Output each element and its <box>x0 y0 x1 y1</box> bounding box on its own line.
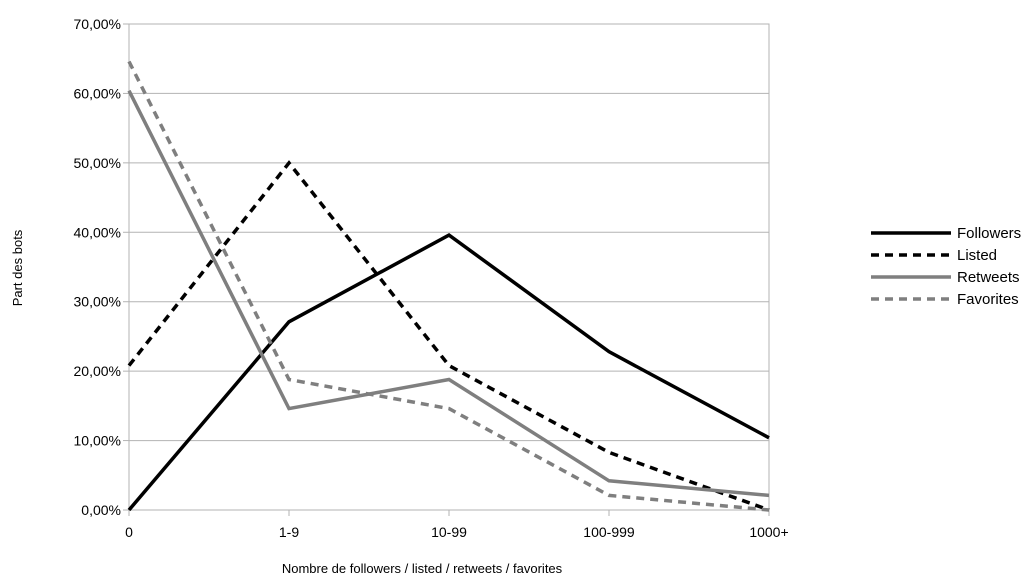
legend-label-retweets: Retweets <box>957 269 1020 286</box>
series-line-favorites <box>127 60 770 512</box>
series-line-retweets <box>127 89 770 498</box>
x-axis-ticks: 0 1-9 10-99 100-999 1000+ <box>125 510 789 540</box>
y-tick-label: 20,00% <box>74 363 121 379</box>
legend-label-listed: Listed <box>957 247 997 264</box>
y-tick-label: 60,00% <box>74 85 121 101</box>
y-tick-label: 50,00% <box>74 155 121 171</box>
x-axis-title: Nombre de followers / listed / retweets … <box>282 561 563 576</box>
series-line-listed <box>127 160 770 512</box>
y-tick-label: 40,00% <box>74 224 121 240</box>
y-axis-ticks: 0,00% 10,00% 20,00% 30,00% 40,00% 50,00% 60,00… <box>74 16 129 518</box>
x-tick-label: 0 <box>125 524 133 540</box>
series-lines <box>127 60 770 512</box>
x-tick-label: 1-9 <box>279 524 299 540</box>
legend: Followers Listed Retweets Favorites <box>871 225 1021 308</box>
x-tick-label: 10-99 <box>431 524 467 540</box>
y-tick-label: 0,00% <box>81 502 121 518</box>
y-tick-label: 10,00% <box>74 433 121 449</box>
gridlines <box>129 23 769 511</box>
y-tick-label: 70,00% <box>74 16 121 32</box>
legend-label-followers: Followers <box>957 225 1021 242</box>
legend-label-favorites: Favorites <box>957 291 1019 308</box>
plot-area-border <box>128 23 770 511</box>
y-tick-label: 30,00% <box>74 294 121 310</box>
series-line-followers <box>127 233 770 512</box>
x-tick-label: 100-999 <box>583 524 635 540</box>
x-tick-label: 1000+ <box>749 524 788 540</box>
y-axis-title: Part des bots <box>10 229 25 306</box>
